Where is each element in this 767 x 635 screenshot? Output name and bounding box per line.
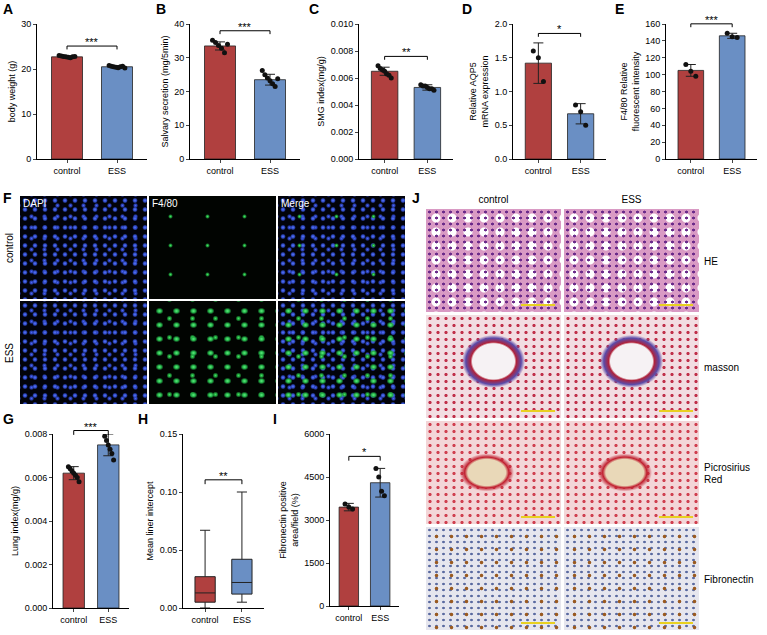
svg-text:Relative AQP5mRNA expression: Relative AQP5mRNA expression	[468, 55, 490, 127]
svg-text:100: 100	[645, 70, 660, 80]
svg-text:0.002: 0.002	[331, 127, 354, 137]
html-text:B: B	[156, 1, 167, 17]
svg-text:ESS: ESS	[108, 166, 126, 176]
svg-text:Lung index(mg/g): Lung index(mg/g)	[10, 486, 20, 556]
svg-text:0.008: 0.008	[331, 46, 354, 56]
svg-text:30: 30	[21, 19, 31, 29]
svg-text:0: 0	[179, 154, 184, 164]
svg-text:*: *	[362, 446, 367, 458]
html-text:C: C	[309, 1, 320, 17]
svg-text:4500: 4500	[304, 472, 324, 482]
svg-text:1.0: 1.0	[495, 87, 508, 97]
svg-text:control: control	[60, 615, 87, 625]
svg-text:SMG index(mg/g): SMG index(mg/g)	[316, 56, 326, 127]
svg-text:0.000: 0.000	[331, 154, 354, 164]
svg-text:0.004: 0.004	[331, 100, 354, 110]
html-text:masson: masson	[704, 361, 739, 373]
svg-text:0.15: 0.15	[160, 429, 178, 439]
svg-text:***: ***	[85, 36, 99, 48]
html-text:ESS: ESS	[621, 194, 642, 205]
html-text:H: H	[138, 411, 149, 427]
svg-text:0.008: 0.008	[25, 429, 48, 439]
html-text:DAPI: DAPI	[23, 198, 47, 209]
svg-text:ESS: ESS	[99, 615, 117, 625]
svg-text:***: ***	[705, 14, 719, 26]
svg-text:20: 20	[650, 137, 660, 147]
html-text:F: F	[3, 190, 12, 206]
html-text:J: J	[412, 190, 420, 206]
html-text:I: I	[273, 411, 277, 427]
svg-text:ESS: ESS	[572, 166, 590, 176]
svg-text:ESS: ESS	[418, 166, 436, 176]
svg-text:control: control	[371, 166, 398, 176]
svg-text:control: control	[206, 166, 233, 176]
html-text:Picrosirius Red: Picrosirius Red	[704, 461, 751, 485]
svg-text:control: control	[192, 615, 219, 625]
svg-text:0.000: 0.000	[25, 603, 48, 613]
svg-text:10: 10	[21, 109, 31, 119]
html-text:HE: HE	[704, 255, 718, 267]
svg-text:0.010: 0.010	[331, 19, 354, 29]
svg-text:1500: 1500	[304, 558, 324, 568]
svg-text:0.0: 0.0	[495, 154, 508, 164]
svg-text:control: control	[53, 166, 80, 176]
svg-text:Fibronectin positivearea/field: Fibronectin positivearea/field (%)	[278, 481, 300, 559]
svg-text:0: 0	[655, 154, 660, 164]
html-text:Merge: Merge	[281, 198, 310, 209]
svg-text:10: 10	[174, 120, 184, 130]
html-text:E: E	[615, 1, 625, 17]
svg-text:0.00: 0.00	[160, 603, 178, 613]
svg-text:140: 140	[645, 36, 660, 46]
svg-text:60: 60	[650, 104, 660, 114]
svg-text:0.002: 0.002	[25, 560, 48, 570]
svg-text:control: control	[335, 613, 362, 623]
svg-text:20: 20	[21, 64, 31, 74]
svg-text:body weight (g): body weight (g)	[7, 61, 17, 123]
svg-text:Mean liner intercept: Mean liner intercept	[145, 481, 155, 561]
svg-text:***: ***	[238, 21, 252, 33]
svg-text:**: **	[219, 470, 228, 482]
html-text:A: A	[3, 1, 14, 17]
html-text:control: control	[4, 232, 15, 263]
svg-text:ESS: ESS	[233, 615, 251, 625]
svg-text:30: 30	[174, 53, 184, 63]
svg-text:0: 0	[26, 154, 31, 164]
svg-text:0.006: 0.006	[331, 73, 354, 83]
svg-text:0.006: 0.006	[25, 473, 48, 483]
html-text:ESS: ESS	[4, 342, 15, 363]
svg-text:*: *	[557, 23, 562, 35]
svg-text:40: 40	[650, 120, 660, 130]
html-text:G: G	[3, 411, 14, 427]
svg-text:Salvary secretion (mg/5min): Salvary secretion (mg/5min)	[160, 35, 170, 147]
svg-text:control: control	[677, 166, 704, 176]
svg-text:**: **	[402, 46, 411, 58]
svg-text:***: ***	[84, 421, 98, 433]
svg-text:40: 40	[174, 19, 184, 29]
svg-text:1.5: 1.5	[495, 53, 508, 63]
svg-text:ESS: ESS	[261, 166, 279, 176]
svg-text:120: 120	[645, 53, 660, 63]
svg-text:F4/80 Relativefluorescent inte: F4/80 Relativefluorescent intensity	[619, 51, 641, 131]
svg-text:0.004: 0.004	[25, 516, 48, 526]
svg-text:6000: 6000	[304, 429, 324, 439]
svg-text:control: control	[525, 166, 552, 176]
html-text:D: D	[462, 1, 473, 17]
html-text:Fibronectin: Fibronectin	[704, 573, 754, 585]
svg-text:3000: 3000	[304, 515, 324, 525]
svg-text:0.5: 0.5	[495, 120, 508, 130]
html-text:F4/80: F4/80	[152, 198, 178, 209]
svg-text:0.05: 0.05	[160, 545, 178, 555]
svg-text:ESS: ESS	[371, 613, 389, 623]
svg-text:0: 0	[319, 601, 324, 611]
svg-text:2.0: 2.0	[495, 19, 508, 29]
svg-text:20: 20	[174, 87, 184, 97]
svg-text:ESS: ESS	[723, 166, 741, 176]
svg-text:160: 160	[645, 19, 660, 29]
html-text:control: control	[478, 194, 509, 205]
svg-text:80: 80	[650, 87, 660, 97]
svg-text:0.10: 0.10	[160, 487, 178, 497]
